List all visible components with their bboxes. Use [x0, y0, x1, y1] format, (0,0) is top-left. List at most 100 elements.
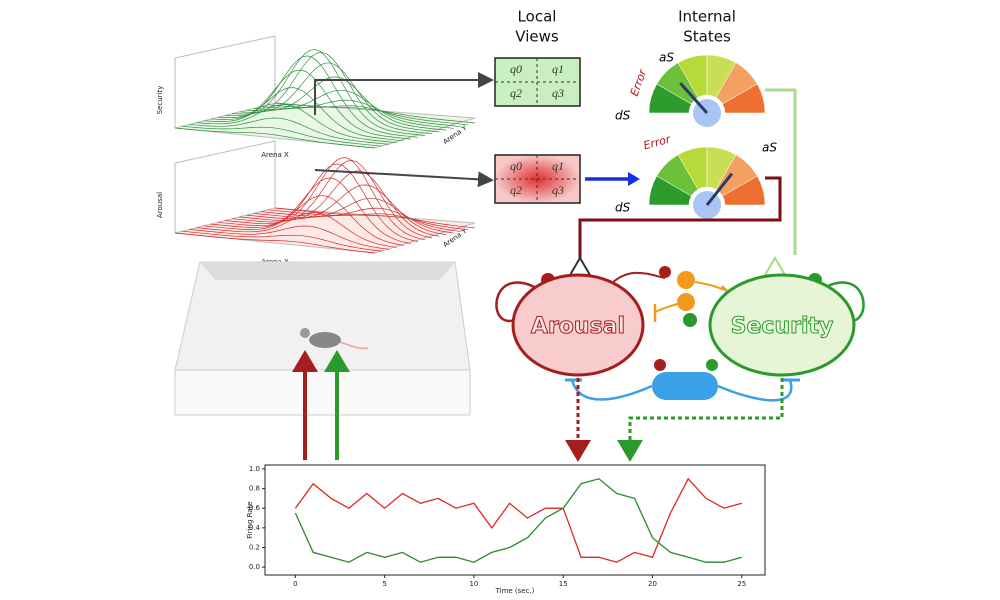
quadrant-label: q0: [510, 62, 522, 76]
surface-mesh: [182, 230, 383, 252]
surface-mesh: [182, 125, 383, 147]
surface-mesh: [189, 117, 390, 145]
quadrant-label: q2: [510, 183, 522, 197]
triangle: [568, 256, 592, 276]
surface-mesh: [210, 69, 411, 140]
output-line: [628, 378, 784, 440]
quadrant-label: q1: [552, 62, 564, 76]
y-tick-label: 0.4: [249, 524, 261, 532]
surface-mesh: [267, 209, 468, 231]
quadrant-label: q3: [552, 86, 564, 100]
inhibitory-pool: [652, 372, 718, 400]
surface-mesh: [196, 104, 397, 143]
surface-mesh: [224, 49, 426, 136]
x-tick-label: 20: [648, 580, 657, 588]
synapse: [654, 359, 666, 371]
feedback-line: [578, 176, 782, 258]
surface-mesh: [274, 102, 476, 124]
surface-mesh: [224, 157, 426, 241]
arena-front: [174, 369, 471, 416]
surface-mesh: [232, 51, 433, 135]
surface-floor: [174, 102, 476, 149]
arena-wall: [200, 262, 455, 280]
arousal-node: [511, 273, 645, 377]
self-loop: [495, 281, 541, 323]
quadrant-label: q3: [552, 183, 564, 197]
gauge-upper: aS: [659, 51, 674, 65]
series-line: [294, 477, 742, 563]
synapse: [659, 266, 671, 278]
x-axis-label: Time (sec.): [495, 587, 535, 595]
surface-mesh: [203, 195, 404, 246]
x-tick-label: 15: [559, 580, 568, 588]
synapse: [706, 359, 718, 371]
surface-mesh: [232, 159, 433, 239]
title-line: States: [683, 28, 731, 46]
surface-plots: [174, 35, 476, 254]
connector: [314, 72, 494, 115]
title-line: Local: [518, 8, 557, 26]
surface-mesh: [253, 197, 454, 234]
surface-mesh: [174, 232, 376, 254]
y-tick-label: 0.2: [249, 544, 260, 552]
surface-mesh: [217, 163, 418, 242]
gauge-needle: [679, 82, 709, 114]
surface-mesh: [267, 104, 468, 126]
plot-frame: [264, 464, 766, 576]
output-arrow: [617, 440, 643, 462]
gauge-sector: [722, 83, 766, 114]
gauge-error: Error: [628, 66, 650, 97]
surface-mesh: [174, 127, 376, 149]
blue-arrowhead: [628, 172, 640, 186]
z-label: Security: [156, 86, 164, 115]
surface-mesh: [260, 207, 461, 232]
triangle: [763, 256, 787, 276]
x-tick-label: 5: [382, 580, 386, 588]
grid-dividers: [495, 58, 580, 203]
gauge-needle: [705, 172, 734, 206]
gauge-lower: dS: [615, 109, 631, 123]
firing-rate-chart: 0 5 10 15 20 25 0.0 0.2 0.4 0.6 0.8 1.0: [249, 465, 746, 588]
y-tick-label: 0.0: [249, 563, 260, 571]
surface-mesh: [203, 87, 404, 142]
surface-mesh: [189, 225, 390, 250]
gauge-upper: aS: [762, 141, 777, 155]
quadrant-label: q2: [510, 86, 522, 100]
y-tick-label: 0.6: [249, 504, 261, 512]
x-tick-label: 0: [293, 580, 297, 588]
surface-mesh: [274, 207, 476, 229]
x-label: Arena X: [261, 151, 289, 159]
title-line: Views: [515, 28, 559, 46]
connection: [570, 379, 793, 402]
connector: [314, 169, 494, 188]
quadrant-label: q0: [510, 159, 522, 173]
output-arrow: [565, 440, 591, 462]
z-label: Arousal: [156, 192, 164, 218]
surface-box: [174, 140, 276, 233]
gauge-error: Error: [642, 132, 673, 152]
y-tick-label: 1.0: [249, 465, 260, 473]
mouse-head: [300, 328, 310, 338]
connection: [609, 271, 666, 286]
gauge-sector: [722, 175, 766, 206]
y-tick-label: 0.8: [249, 485, 260, 493]
security-node: [708, 273, 856, 377]
synapse: [683, 313, 697, 327]
y-axis-label: Firing Rate: [246, 501, 254, 538]
mouse-tail: [339, 341, 369, 350]
quadrant-label: q1: [552, 159, 564, 173]
title-line: Internal: [678, 8, 736, 26]
feedback-line: [765, 88, 797, 255]
surface-mesh: [260, 99, 461, 127]
series-line: [294, 478, 742, 563]
node-label: Security: [731, 314, 834, 339]
x-tick-label: 10: [469, 580, 478, 588]
input-arrowhead: [292, 350, 318, 372]
surface-box: [174, 35, 276, 128]
surface-mesh: [239, 170, 440, 237]
interneuron: [677, 271, 695, 289]
input-arrowhead: [324, 350, 350, 372]
x-tick-label: 25: [737, 580, 746, 588]
gauge-lower: dS: [615, 201, 631, 215]
